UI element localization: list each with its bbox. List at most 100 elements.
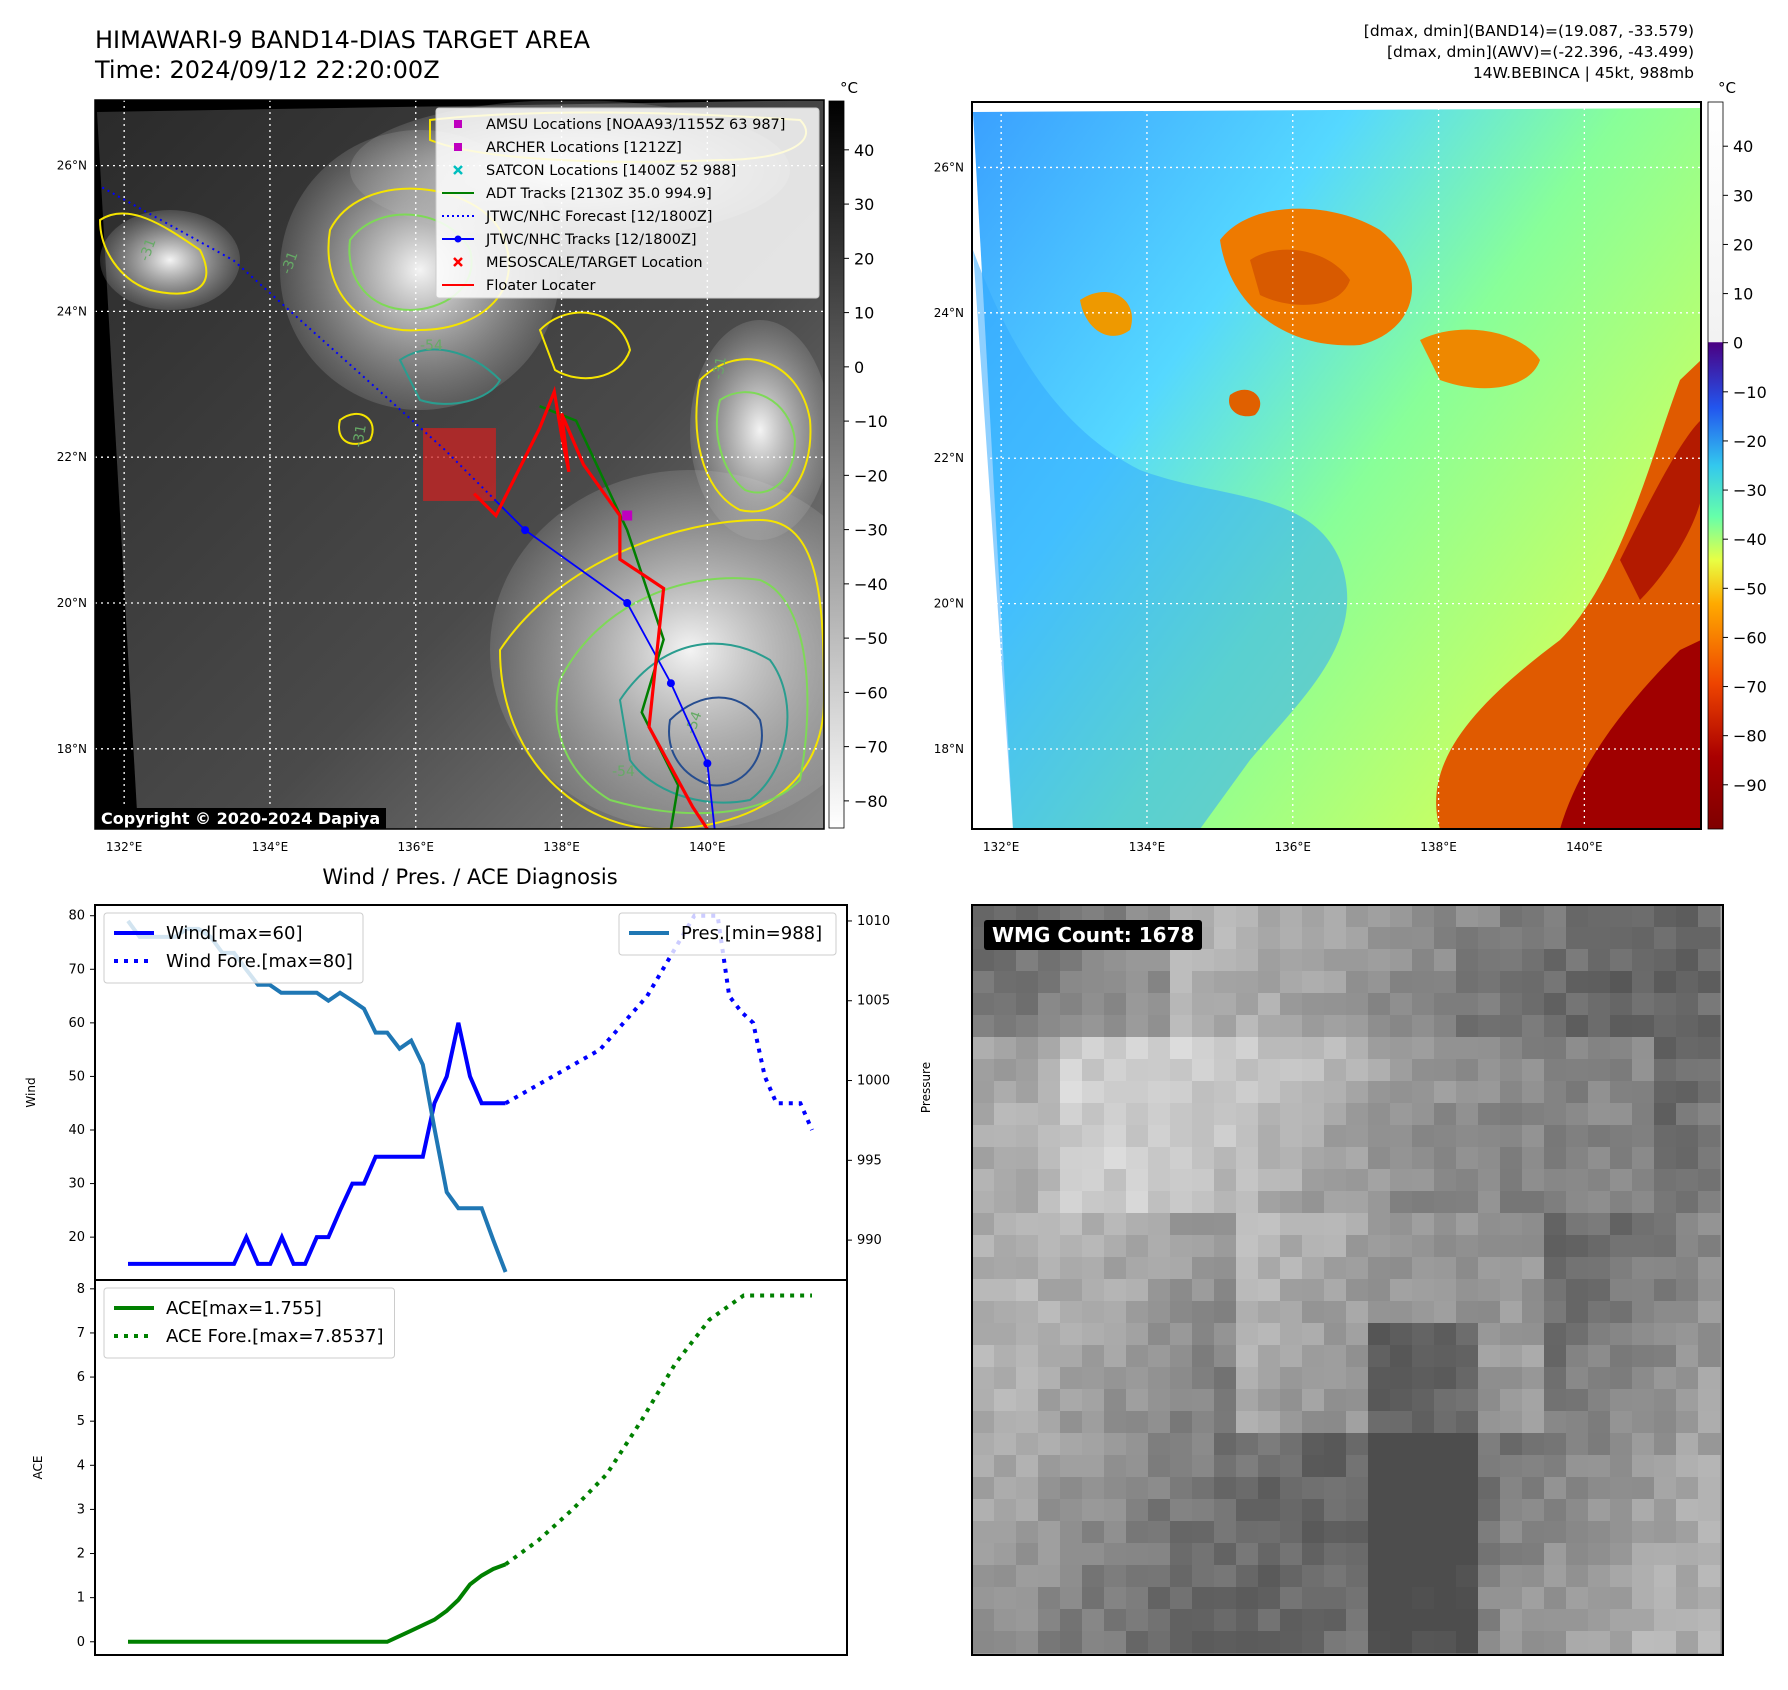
contour-label-3: -31 [279,249,302,276]
right-lon-tick-4: 140°E [1566,840,1603,854]
legend-box [435,107,820,299]
cb-tick-label-0: 40 [854,141,874,160]
awv-range-info: [dmax, dmin](AWV)=(-22.396, -43.499) [1387,43,1694,61]
cb-tick-label-4: 0 [854,358,864,377]
cb-tick-label-8: −40 [854,575,888,594]
wind-legend-label-0: Wind[max=60] [166,923,303,944]
pressure-axis-label: Pressure [919,1062,933,1113]
cb-tick-label-5: −10 [1733,383,1767,402]
legend-entry-1: ARCHER Locations [1212Z] [454,140,682,156]
right-colorbar: °C 40 30 20 10 0 −10 −20 −30 −40 −50 −60 −70 −80 −90 [1707,79,1767,830]
right-lon-tick-0: 132°E [983,840,1020,854]
cb-tick-label-2: 20 [1733,235,1753,254]
svg-text:°C: °C [840,79,858,97]
cb-tick-label-12: −80 [1733,727,1767,746]
svg-text:°C: °C [1718,79,1736,97]
wind-legend: Wind[max=60] Wind Fore.[max=80] [103,912,364,984]
cb-tick-label-11: −70 [854,738,888,757]
right-lat-tick-3: 20°N [934,597,964,611]
cb-tick-label-6: −20 [854,466,888,485]
legend-entry-5: JTWC/NHC Tracks [12/1800Z] [442,232,697,248]
svg-text:AMSU Locations [NOAA93/1155Z 6: AMSU Locations [NOAA93/1155Z 63 987] [486,117,785,133]
ace-ytick-label-6: 6 [77,1370,85,1385]
svg-text:Floater Locater: Floater Locater [486,278,595,294]
cb-tick-label-6: −20 [1733,432,1767,451]
cb-tick-label-11: −70 [1733,678,1767,697]
legend-entry-4: JTWC/NHC Forecast [12/1800Z] [442,209,712,225]
cb-tick-label-3: 10 [854,304,874,323]
cb-tick-label-13: −90 [1733,776,1767,795]
cb-tick-label-9: −50 [1733,579,1767,598]
wind-ytick-label-0: 20 [68,1230,85,1245]
right-lon-tick-1: 134°E [1129,840,1166,854]
svg-text:JTWC/NHC Forecast [12/1800Z]: JTWC/NHC Forecast [12/1800Z] [485,209,712,225]
map-gridlines-right [972,102,1701,829]
right-lat-tick-2: 22°N [934,451,964,465]
right-lat-tick-4: 18°N [934,742,964,756]
left-lon-tick-0: 132°E [106,840,143,854]
ace-ytick-label-2: 2 [77,1547,85,1562]
left-lat-tick-0: 26°N [57,159,87,173]
ace-legend: ACE[max=1.755] ACE Fore.[max=7.8537] [103,1287,395,1359]
cb-tick-label-7: −30 [854,521,888,540]
wind-legend-label-1: Wind Fore.[max=80] [166,951,353,972]
left-lat-tick-1: 24°N [57,304,87,318]
legend-entry-0: AMSU Locations [NOAA93/1155Z 63 987] [454,117,785,133]
jtwc-track-point-3 [703,759,712,768]
pres-ytick-label-0: 990 [857,1233,882,1248]
right-lon-tick-2: 136°E [1275,840,1312,854]
archer-location-marker [622,510,633,521]
cb-tick-label-12: −80 [854,792,888,811]
contour-label-5: -31 [710,355,730,380]
ir-enhanced-map [972,102,1701,829]
ace-axis-label: ACE [31,1456,45,1480]
map-legend: AMSU Locations [NOAA93/1155Z 63 987] ARCH… [435,107,820,299]
jtwc-track-point-1 [623,599,632,608]
ace-legend-label-1: ACE Fore.[max=7.8537] [166,1326,384,1347]
wind-series-1 [504,913,814,1131]
left-lon-tick-3: 138°E [543,840,580,854]
storm-info: 14W.BEBINCA | 45kt, 988mb [1472,64,1694,82]
figure-time: Time: 2024/09/12 22:20:00Z [95,56,440,84]
svg-text:ARCHER Locations [1212Z]: ARCHER Locations [1212Z] [486,140,682,156]
ace-ytick-label-3: 3 [77,1502,85,1517]
left-lon-tick-1: 134°E [252,840,289,854]
cb-tick-label-5: −10 [854,412,888,431]
right-map-frame [971,101,1702,830]
wind-pressure-chart: 20 30 40 50 60 70 80 990 995 1000 1005 1010 Wind Pres… [24,904,933,1281]
ace-ytick-label-0: 0 [77,1635,85,1650]
left-lat-tick-2: 22°N [57,450,87,464]
ace-ytick-label-5: 5 [77,1414,85,1429]
svg-text:MESOSCALE/TARGET Location: MESOSCALE/TARGET Location [486,255,703,271]
jtwc-track-point-2 [666,679,675,688]
wind-axis-label: Wind [24,1077,38,1107]
left-colorbar: °C 40 30 20 10 0 −10 −20 −30 −40 −50 −60 −70 −80 [828,79,888,829]
wind-ytick-label-1: 30 [68,1177,85,1192]
pres-ytick-label-4: 1010 [857,914,890,929]
contour-label-2: -31 [350,423,370,448]
left-lat-tick-4: 18°N [57,742,87,756]
left-lon-tick-2: 136°E [398,840,435,854]
pres-ytick-label-3: 1005 [857,994,890,1009]
jtwc-track-line [495,500,716,829]
wind-series-0 [128,1022,506,1266]
wind-ytick-label-5: 70 [68,962,85,977]
right-lat-tick-0: 26°N [934,160,964,174]
right-lon-tick-3: 138°E [1420,840,1457,854]
contour-label-4: -54 [612,764,635,780]
wind-ytick-label-2: 40 [68,1123,85,1138]
contour-labels: -31 -54 -31 -31 -54 -31 -54 [137,236,730,780]
legend-entry-3: ADT Tracks [2130Z 35.0 994.9] [442,186,712,202]
floater-locater-line [472,385,709,829]
cb-tick-label-1: 30 [1733,186,1753,205]
cb-tick-label-8: −40 [1733,530,1767,549]
ace-ytick-label-7: 7 [77,1326,85,1341]
adt-track-line [539,405,680,829]
ace-series-1 [504,1293,812,1566]
ace-chart: 0 1 2 3 4 5 6 7 8 ACE ACE[max=1.755] ACE Fore.[max=… [31,1279,848,1656]
ace-ytick-label-8: 8 [77,1282,85,1297]
left-map-frame [94,99,825,830]
contour-label-1: -54 [420,338,443,354]
band14-range-info: [dmax, dmin](BAND14)=(19.087, -33.579) [1363,22,1694,40]
wind-ytick-label-3: 50 [68,1069,85,1084]
